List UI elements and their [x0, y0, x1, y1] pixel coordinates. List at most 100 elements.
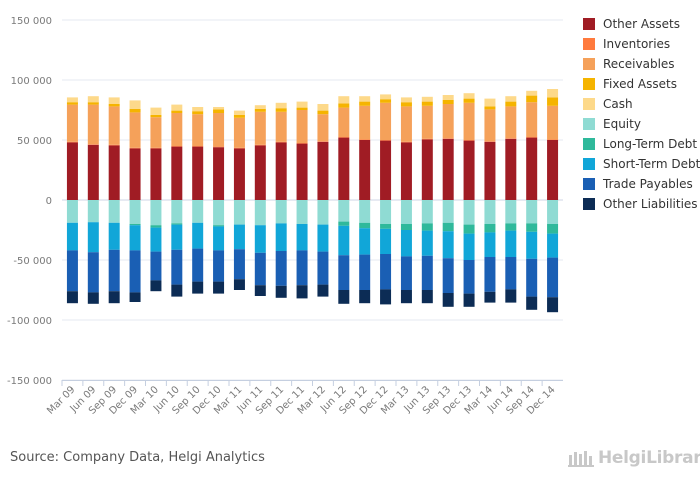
bar-segment	[192, 248, 204, 282]
bar-segment	[233, 147, 245, 149]
bar-segment	[213, 226, 225, 251]
bar-segment	[108, 145, 120, 200]
bar-segment	[150, 227, 162, 252]
bar-segment	[192, 146, 204, 147]
legend: Other Assets Inventories Receivables Fixed …	[583, 14, 700, 214]
bar-segment	[484, 141, 496, 142]
bar-segment	[192, 281, 204, 294]
bar-segment	[380, 94, 392, 100]
library-icon	[568, 451, 594, 467]
bar-segment	[547, 89, 559, 98]
bar-segment	[213, 225, 225, 227]
bar-segment	[129, 225, 141, 251]
bar-segment	[129, 148, 141, 200]
bar-segment	[421, 255, 433, 290]
bar-segment	[442, 95, 454, 100]
bar-segment	[421, 138, 433, 140]
bar-segment	[359, 96, 371, 102]
y-tick-label: 0	[46, 196, 52, 207]
bar-segment	[296, 285, 308, 299]
legend-swatch	[583, 98, 595, 110]
bar-segment	[171, 113, 183, 146]
chart: 150 000 100 000 50 000 0 -50 000 -100 000 -150…	[7, 16, 563, 417]
legend-label: Equity	[603, 117, 641, 131]
bar-segment	[526, 90, 538, 96]
bar-segment	[213, 146, 225, 148]
legend-swatch	[583, 38, 595, 50]
bar-segment	[380, 140, 392, 200]
legend-item: Long-Term Debt	[583, 134, 700, 154]
bar-segment	[275, 102, 287, 109]
legend-swatch	[583, 198, 595, 210]
bar-segment	[108, 97, 120, 104]
bar-segment	[275, 200, 287, 224]
bar-segment	[526, 137, 538, 200]
bar-segment	[338, 137, 350, 200]
bar-segment	[317, 200, 329, 225]
bar-segment	[317, 114, 329, 142]
bar-segment	[296, 200, 308, 224]
bar-segment	[317, 141, 329, 200]
bar-segment	[380, 224, 392, 229]
bar-segment	[317, 251, 329, 285]
bar-segment	[463, 233, 475, 260]
bar-segment	[505, 200, 517, 224]
bar-segment	[87, 104, 99, 145]
bar-segment	[442, 104, 454, 139]
bar-segment	[442, 293, 454, 307]
bar-segment	[526, 231, 538, 259]
bar-segment	[526, 137, 538, 138]
bar-segment	[380, 140, 392, 141]
legend-item: Inventories	[583, 34, 700, 54]
bar-segment	[526, 102, 538, 137]
bar-segment	[380, 228, 392, 254]
bar-segment	[66, 142, 78, 200]
y-tick-label: -150 000	[7, 376, 52, 387]
bar-segment	[171, 104, 183, 111]
bar-segment	[547, 139, 559, 140]
bar-segment	[171, 146, 183, 147]
bar-segment	[547, 297, 559, 313]
bar-segment	[338, 137, 350, 138]
legend-swatch	[583, 118, 595, 130]
bar-segment	[442, 99, 454, 104]
bar-segment	[254, 200, 266, 226]
bar-segment	[359, 200, 371, 223]
bar-segment	[463, 260, 475, 294]
brand-text: HelgiLibrary.	[598, 448, 700, 468]
bar-segment	[484, 141, 496, 200]
bar-segment	[505, 138, 517, 200]
bar-segment	[463, 102, 475, 140]
bar-segment	[526, 258, 538, 297]
bar-segment	[87, 292, 99, 304]
bar-segment	[129, 147, 141, 149]
bar-segment	[484, 257, 496, 292]
bar-segment	[338, 107, 350, 137]
bar-segment	[192, 222, 204, 249]
bars	[66, 89, 559, 313]
bar-segment	[317, 104, 329, 111]
bar-segment	[505, 257, 517, 290]
bar-segment	[380, 289, 392, 305]
bar-segment	[400, 141, 412, 143]
bar-segment	[66, 200, 78, 223]
bar-segment	[129, 112, 141, 148]
legend-label: Cash	[603, 97, 633, 111]
bar-segment	[233, 110, 245, 115]
y-tick-label: 50 000	[17, 136, 52, 147]
bar-segment	[400, 97, 412, 103]
bar-segment	[317, 224, 329, 252]
bar-segment	[87, 144, 99, 200]
bar-segment	[213, 200, 225, 226]
bar-segment	[129, 108, 141, 113]
y-tick-label: 150 000	[11, 16, 52, 27]
bar-segment	[275, 108, 287, 112]
bar-segment	[87, 222, 99, 253]
bar-segment	[108, 291, 120, 304]
bar-segment	[150, 200, 162, 226]
bar-segment	[317, 141, 329, 142]
legend-swatch	[583, 178, 595, 190]
bar-segment	[421, 200, 433, 224]
legend-swatch	[583, 58, 595, 70]
bar-segment	[150, 148, 162, 200]
